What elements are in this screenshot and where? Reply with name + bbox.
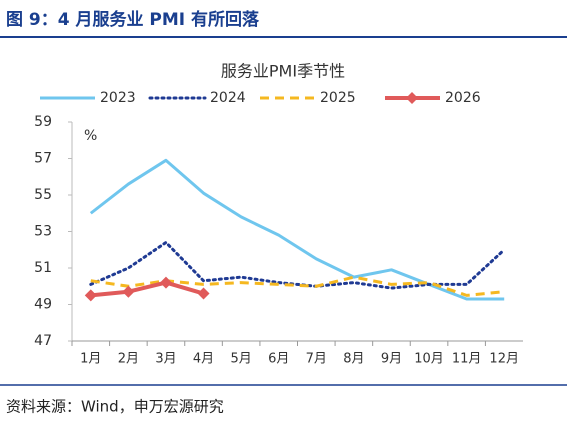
x-tick-label: 12月 — [489, 352, 519, 367]
y-tick-label: 49 — [34, 297, 52, 313]
x-tick-label: 9月 — [381, 352, 402, 367]
x-tick-label: 8月 — [343, 352, 364, 367]
y-tick-label: 53 — [34, 224, 52, 240]
x-tick-label: 7月 — [306, 352, 327, 367]
y-tick-label: 47 — [34, 333, 52, 349]
x-tick-label: 2月 — [118, 352, 139, 367]
y-tick-label: 51 — [34, 260, 52, 276]
y-tick-label: 57 — [34, 151, 52, 167]
legend-label: 2024 — [210, 90, 246, 106]
point — [84, 289, 97, 302]
legend-label: 2023 — [100, 90, 136, 106]
y-tick-label: 55 — [34, 187, 52, 203]
x-tick-label: 4月 — [193, 352, 214, 367]
series-line — [89, 158, 505, 301]
x-tick-label: 3月 — [155, 352, 176, 367]
chart-title: 服务业PMI季节性 — [221, 62, 345, 81]
figure-title: 图 9：4 月服务业 PMI 有所回落 — [6, 9, 260, 30]
series-line — [90, 275, 505, 297]
source: 资料来源：Wind，申万宏源研究 — [6, 398, 224, 416]
x-tick-label: 6月 — [268, 352, 289, 367]
x-tick-label: 11月 — [452, 352, 482, 367]
x-tick-label: 10月 — [414, 352, 444, 367]
legend-label: 2026 — [445, 90, 481, 106]
series-line — [90, 280, 205, 298]
legend-marker — [406, 92, 418, 104]
legend-label: 2025 — [320, 90, 356, 106]
point — [197, 287, 210, 300]
x-tick-label: 1月 — [80, 352, 101, 367]
x-tick-label: 5月 — [230, 352, 251, 367]
y-tick-label: 59 — [34, 114, 52, 130]
y-axis-label: % — [84, 128, 97, 144]
point — [159, 276, 172, 289]
point — [122, 285, 135, 298]
